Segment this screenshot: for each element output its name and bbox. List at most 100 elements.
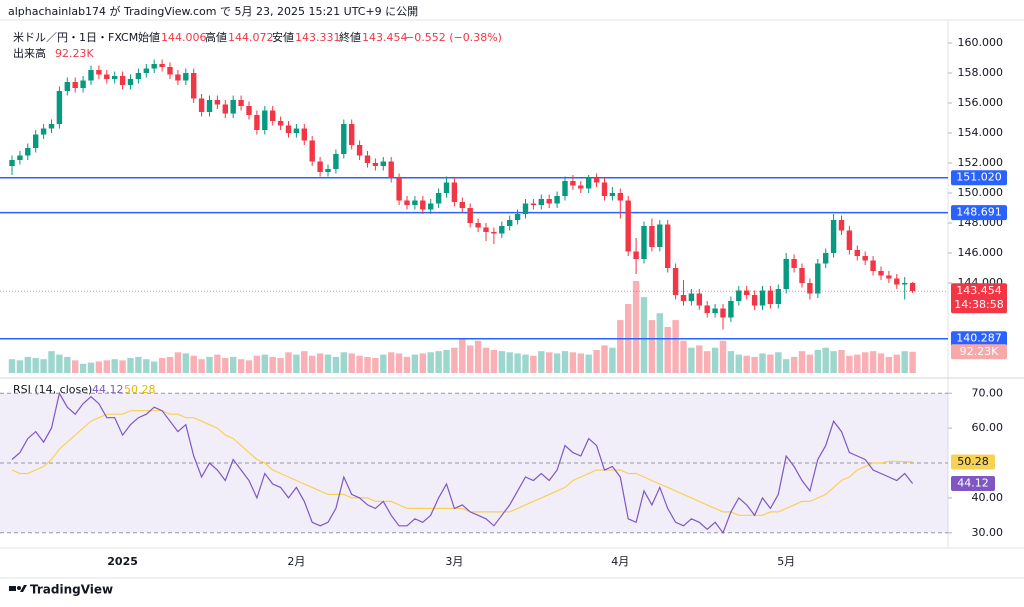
candle-body xyxy=(680,295,687,301)
volume-bar xyxy=(459,338,466,373)
volume-bar xyxy=(356,355,363,373)
candle-body xyxy=(783,259,789,289)
volume-bar xyxy=(111,359,118,373)
volume-bar xyxy=(24,356,31,373)
hline-tag-label: 148.691 xyxy=(956,206,1002,219)
volume-legend: 出来高 xyxy=(13,46,46,60)
volume-bar xyxy=(103,360,110,373)
rsi-line xyxy=(11,391,914,535)
volume-bar xyxy=(222,358,229,373)
volume-bar xyxy=(854,354,861,373)
symbol: 米ドル／円・1日・FXCM xyxy=(13,31,138,44)
volume-bar xyxy=(277,358,284,373)
volume-bar xyxy=(696,345,703,373)
candle-body xyxy=(522,203,529,214)
volume-bar xyxy=(688,347,695,373)
rsi-ma-legend-value: 50.28 xyxy=(124,383,156,396)
volume-bar xyxy=(48,351,55,373)
volume-bar xyxy=(119,360,126,373)
volume-bar xyxy=(372,358,379,373)
volume-bar xyxy=(498,351,505,373)
volume-bar xyxy=(617,320,624,373)
candle-body xyxy=(759,290,766,306)
rsi-tick-label: 30.00 xyxy=(972,526,1004,539)
volume-bar xyxy=(601,345,608,373)
volume-legend-value: 92.23K xyxy=(55,47,94,60)
candle-body xyxy=(823,253,829,264)
volume-bar xyxy=(206,356,213,373)
candle-body xyxy=(570,181,576,186)
volume-bar xyxy=(261,354,268,373)
volume-bar xyxy=(253,355,261,373)
volume-bar xyxy=(822,347,829,373)
volume-bar xyxy=(862,352,869,373)
volume-bar xyxy=(838,350,845,373)
candle-body xyxy=(372,163,379,166)
volume-tag-label: 92.23K xyxy=(960,345,999,358)
volume-bar xyxy=(759,353,766,373)
hline-tag-label: 140.287 xyxy=(956,332,1002,345)
volume-bar xyxy=(309,355,316,373)
volume-bar xyxy=(909,351,916,373)
published-note: alphachainlab174 が TradingView.com で 5月 … xyxy=(8,4,418,18)
candle-body xyxy=(48,124,55,129)
candle-body xyxy=(159,64,165,67)
volume-bar xyxy=(56,354,63,373)
volume-bar xyxy=(8,359,16,373)
x-tick-label: 2025 xyxy=(107,555,138,568)
ohlc-label: 高値 xyxy=(205,30,227,44)
candle-body xyxy=(206,100,213,112)
volume-bar xyxy=(632,281,640,373)
candle-body xyxy=(530,203,537,205)
tv-logo xyxy=(9,585,27,592)
volume-bar xyxy=(151,361,158,373)
volume-bar xyxy=(569,352,577,373)
volume-bar xyxy=(767,354,774,373)
ohlc-label: 安値 xyxy=(272,30,294,44)
volume-bar xyxy=(561,351,569,373)
candle-body xyxy=(499,226,505,234)
candle-body xyxy=(254,115,260,130)
candle-body xyxy=(459,202,465,208)
volume-bar xyxy=(182,353,189,373)
volume-bar xyxy=(798,351,806,373)
candle-body xyxy=(191,73,197,99)
volume-bar xyxy=(482,347,490,373)
rsi-tick-label: 60.00 xyxy=(972,421,1004,434)
y-tick-label: 150.000 xyxy=(958,186,1004,199)
volume-bar xyxy=(435,351,442,373)
candle-body xyxy=(325,169,331,172)
candle-body xyxy=(862,256,868,261)
rsi-tag-label: 44.12 xyxy=(957,477,989,490)
candle-body xyxy=(886,275,892,279)
candle-body xyxy=(356,145,363,156)
volume-bar xyxy=(230,356,237,373)
change: −0.552 (−0.38%) xyxy=(405,31,502,44)
candle-body xyxy=(277,121,284,126)
candle-body xyxy=(435,193,442,204)
ohlc-label: 終値 xyxy=(339,30,361,44)
rsi-legend-value: 44.12 xyxy=(92,383,124,396)
volume-bar xyxy=(419,353,426,373)
volume-bar xyxy=(577,353,584,373)
candle-body xyxy=(902,283,908,285)
volume-bar xyxy=(127,358,134,373)
candle-body xyxy=(846,230,853,250)
volume-bar xyxy=(783,359,790,373)
candle-body xyxy=(838,220,845,231)
candle-body xyxy=(293,128,300,133)
candle-body xyxy=(230,100,236,114)
last-price-tag xyxy=(951,283,1007,314)
candle-body xyxy=(104,74,110,79)
volume-bar xyxy=(546,352,553,373)
volume-bar xyxy=(40,359,47,373)
candle-body xyxy=(17,155,23,160)
volume-bar xyxy=(95,361,103,373)
candle-body xyxy=(546,199,552,204)
volume-bar xyxy=(451,347,458,373)
volume-bar xyxy=(490,350,498,373)
hline-tag-bg xyxy=(951,170,1007,186)
volume-bar xyxy=(735,354,742,373)
candle-body xyxy=(349,124,355,145)
volume-bar xyxy=(427,352,434,373)
